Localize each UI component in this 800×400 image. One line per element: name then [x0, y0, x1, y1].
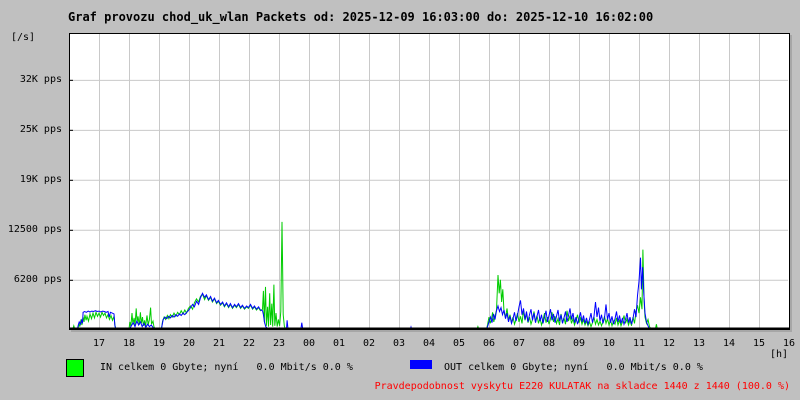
- x-tick-label: 23: [272, 338, 286, 349]
- y-tick-label: 19K pps: [19, 173, 62, 185]
- x-tick-label: 20: [182, 338, 196, 349]
- x-tick-label: 21: [212, 338, 226, 349]
- y-axis-unit-label: [/s]: [11, 32, 36, 43]
- graph-title: Graf provozu chod_uk_wlan Packets od: 20…: [68, 10, 654, 24]
- x-tick-label: 04: [422, 338, 436, 349]
- x-tick-label: 16: [782, 338, 796, 349]
- x-tick-label: 01: [332, 338, 346, 349]
- out-legend-label: OUT celkem 0 Gbyte; nyní 0.0 Mbit/s 0.0 …: [444, 362, 703, 373]
- x-tick-label: 03: [392, 338, 406, 349]
- x-tick-label: 07: [512, 338, 526, 349]
- x-axis-unit-label: [h]: [769, 349, 788, 360]
- x-tick-label: 12: [662, 338, 676, 349]
- y-tick-label: 32K pps: [19, 73, 62, 85]
- x-tick-label: 09: [572, 338, 586, 349]
- x-tick-label: 17: [92, 338, 106, 349]
- x-tick-label: 13: [692, 338, 706, 349]
- y-tick-label: 12500 pps: [7, 223, 62, 235]
- x-tick-label: 11: [632, 338, 646, 349]
- y-tick-label: 6200 pps: [13, 273, 62, 285]
- in-legend-swatch: [66, 359, 84, 377]
- plot-area: [69, 33, 790, 330]
- x-tick-label: 14: [722, 338, 736, 349]
- out-legend-swatch: [410, 360, 432, 369]
- x-tick-label: 18: [122, 338, 136, 349]
- x-tick-label: 22: [242, 338, 256, 349]
- x-tick-label: 05: [452, 338, 466, 349]
- x-tick-label: 06: [482, 338, 496, 349]
- x-tick-label: 19: [152, 338, 166, 349]
- x-tick-label: 08: [542, 338, 556, 349]
- x-tick-label: 10: [602, 338, 616, 349]
- x-tick-label: 02: [362, 338, 376, 349]
- availability-note: Pravdepodobnost vyskytu E220 KULATAK na …: [374, 381, 790, 392]
- in-legend-label: IN celkem 0 Gbyte; nyní 0.0 Mbit/s 0.0 %: [100, 362, 353, 373]
- y-tick-label: 25K pps: [19, 123, 62, 135]
- x-tick-label: 00: [302, 338, 316, 349]
- x-tick-label: 15: [752, 338, 766, 349]
